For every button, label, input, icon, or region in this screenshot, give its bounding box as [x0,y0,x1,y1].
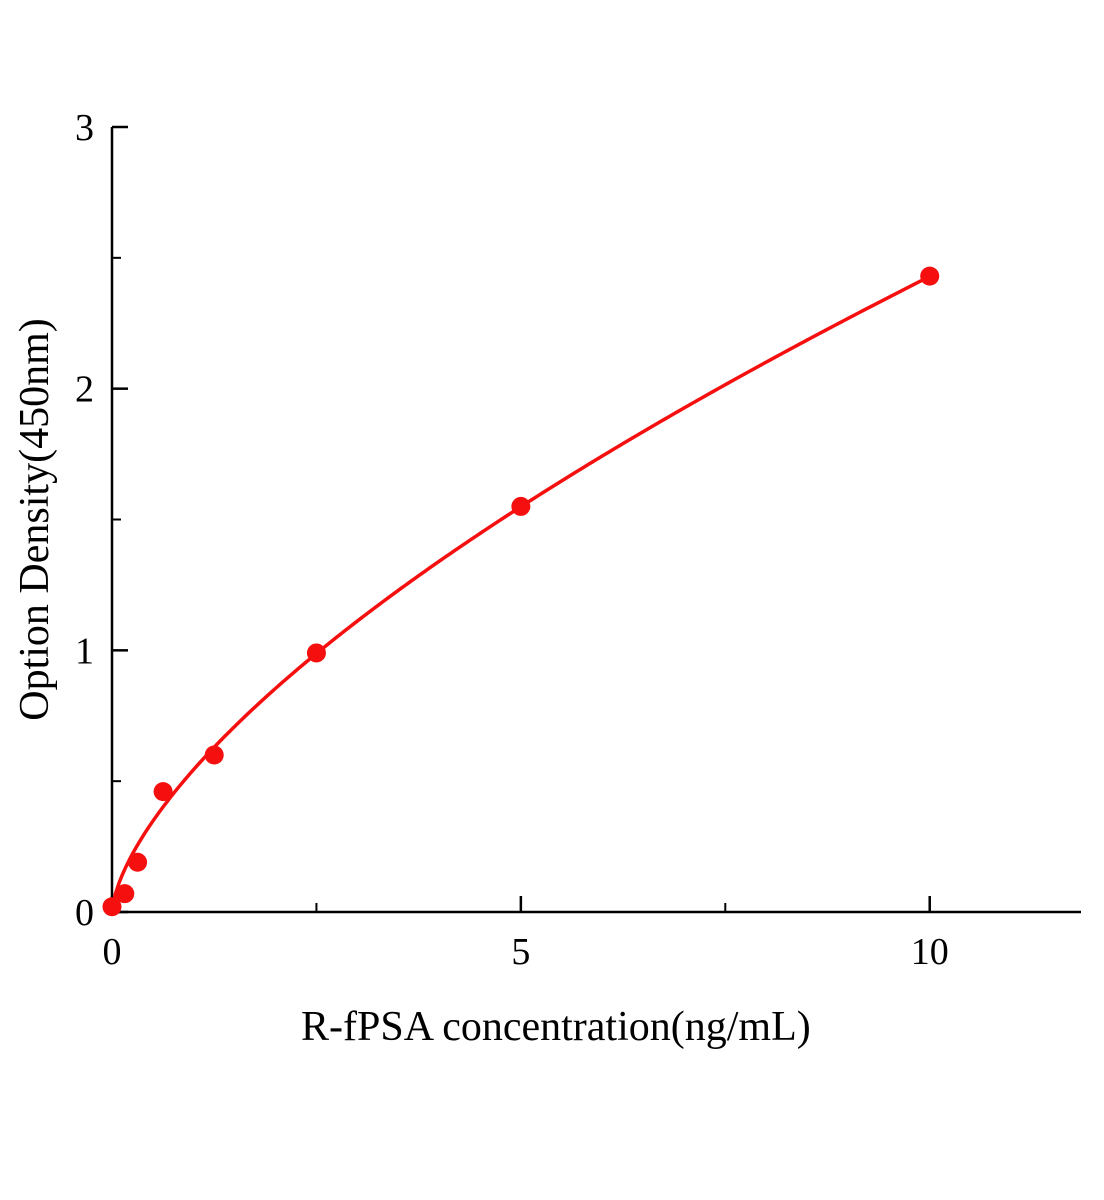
x-tick-label: 5 [511,931,530,973]
data-point [204,745,224,765]
y-tick-label: 0 [75,892,94,934]
data-point [115,884,135,904]
fit-curve [110,274,932,914]
x-axis-title: R-fPSA concentration(ng/mL) [301,1004,811,1050]
data-point [306,643,326,663]
y-tick-label: 2 [75,369,94,411]
data-point [128,852,148,872]
x-tick-label: 10 [911,931,949,973]
data-point [102,897,122,917]
data-point [920,266,940,286]
data-point [153,782,173,802]
x-tick-label: 0 [103,931,122,973]
y-axis-title: Option Density(450nm) [12,318,58,720]
data-point [511,496,531,516]
y-tick-label: 1 [75,630,94,672]
y-tick-label: 3 [75,107,94,149]
